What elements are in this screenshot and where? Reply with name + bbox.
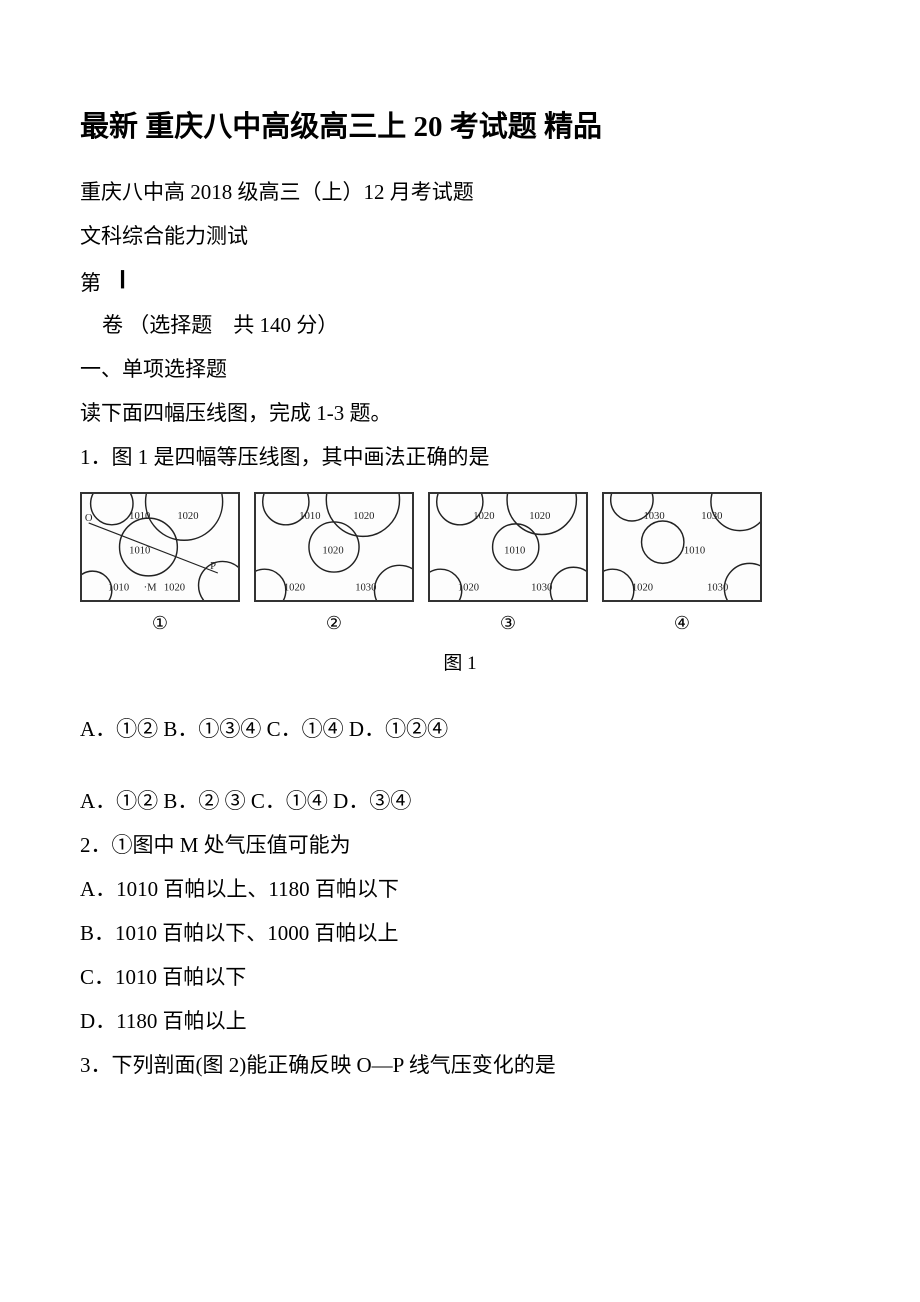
label-M: ·M [144, 582, 158, 593]
p3-v3: 1020 [458, 582, 479, 593]
p4-v4: 1030 [707, 582, 728, 593]
p4-v1: 1030 [701, 511, 722, 522]
q1-options-row2: A．①② B．② ③ C．①④ D．③④ [80, 782, 840, 822]
q1-options-row1: A．①② B．①③④ C．①④ D．①②④ [80, 710, 840, 750]
p3-v1: 1020 [529, 511, 550, 522]
p1-v4: 1020 [164, 582, 185, 593]
section-header: 一、单项选择题 [80, 350, 840, 390]
instruction: 读下面四幅压线图，完成 1-3 题。 [80, 394, 840, 434]
figure-1: O P 1010 1020 1010 1010 ·M 1020 ① 1010 1… [80, 492, 840, 682]
p3-v0: 1020 [473, 511, 494, 522]
question-3: 3．下列剖面(图 2)能正确反映 O—P 线气压变化的是 [80, 1046, 840, 1086]
panel-4: 1030 1030 1010 1020 1030 ④ [602, 492, 762, 640]
p1-v0: 1010 [129, 511, 150, 522]
volume-roman: Ⅰ [119, 259, 126, 305]
p4-v3: 1020 [632, 582, 653, 593]
panel-2-label: ② [254, 606, 414, 640]
q2-option-a: A．1010 百帕以上、1180 百帕以下 [80, 870, 840, 910]
q2-option-b: B．1010 百帕以下、1000 百帕以上 [80, 914, 840, 954]
volume-char: 第 [80, 264, 101, 304]
label-P: P [210, 561, 216, 572]
page-title: 最新 重庆八中高级高三上 20 考试题 精品 [80, 100, 840, 155]
panel-3: 1020 1020 1010 1020 1030 ③ [428, 492, 588, 640]
p2-v2: 1020 [322, 546, 343, 557]
question-2: 2．①图中 M 处气压值可能为 [80, 826, 840, 866]
p1-v1: 1020 [177, 511, 198, 522]
p2-v4: 1030 [355, 582, 376, 593]
p1-v2: 1010 [129, 546, 150, 557]
p2-v1: 1020 [353, 511, 374, 522]
panel-4-label: ④ [602, 606, 762, 640]
label-O: O [85, 513, 93, 524]
p3-v2: 1010 [504, 546, 525, 557]
panel-1-label: ① [80, 606, 240, 640]
volume-line-1: 第 Ⅰ [80, 261, 840, 307]
p4-v0: 1030 [643, 511, 664, 522]
figure-1-caption: 图 1 [80, 646, 840, 682]
panel-2: 1010 1020 1020 1020 1030 ② [254, 492, 414, 640]
test-type: 文科综合能力测试 [80, 217, 840, 257]
p3-v4: 1030 [531, 582, 552, 593]
volume-line-2: 卷 （选择题 共 140 分） [80, 306, 840, 346]
p2-v0: 1010 [299, 511, 320, 522]
panel-3-label: ③ [428, 606, 588, 640]
p4-v2: 1010 [684, 546, 705, 557]
q2-option-d: D．1180 百帕以上 [80, 1002, 840, 1042]
subtitle: 重庆八中高 2018 级高三（上）12 月考试题 [80, 173, 840, 213]
p1-v3: 1010 [108, 582, 129, 593]
question-1: 1．图 1 是四幅等压线图，其中画法正确的是 [80, 438, 840, 478]
q2-option-c: C．1010 百帕以下 [80, 958, 840, 998]
p2-v3: 1020 [284, 582, 305, 593]
panel-1: O P 1010 1020 1010 1010 ·M 1020 ① [80, 492, 240, 640]
